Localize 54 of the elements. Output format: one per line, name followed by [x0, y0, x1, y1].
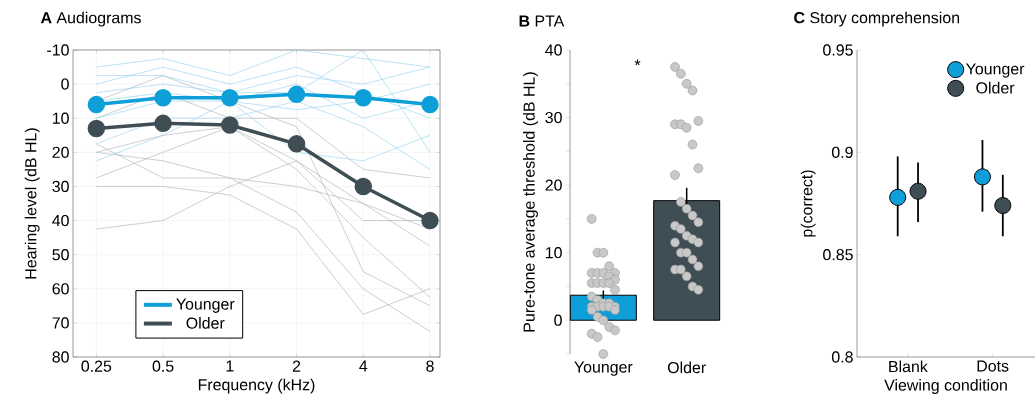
- point: [87, 95, 106, 114]
- y-tick-label: 20: [52, 146, 69, 158]
- x-axis-title: Viewing condition: [884, 379, 1007, 394]
- y-tick-label: 0.95: [823, 44, 853, 56]
- point: [287, 85, 306, 104]
- x-tick-label: Younger: [574, 361, 633, 376]
- y-tick-label: 0.8: [831, 351, 853, 363]
- y-axis-title: Pure-tone average threshold (dB HL): [523, 72, 538, 332]
- y-tick-label: 0.9: [831, 146, 853, 158]
- y-tick-label: 0.85: [823, 249, 853, 261]
- y-tick-label: 60: [52, 283, 69, 295]
- legend-label: Older: [186, 317, 225, 329]
- point: [154, 114, 172, 133]
- y-tick-label: 30: [52, 180, 69, 193]
- point: [354, 177, 373, 196]
- x-tick-label: 1: [226, 360, 234, 372]
- x-tick-label: Dots: [977, 360, 1009, 372]
- point: [421, 211, 439, 230]
- x-axis-title: Frequency (kHz): [198, 378, 315, 394]
- point: [354, 89, 373, 107]
- y-axis-title: p(correct): [800, 170, 816, 237]
- y-tick-label: 70: [52, 317, 69, 329]
- y-tick-label: 40: [52, 214, 69, 227]
- x-tick-label: 8: [426, 360, 434, 372]
- y-tick-label: 30: [545, 111, 562, 124]
- y-tick-label: 10: [545, 247, 562, 259]
- x-tick-label: 0.25: [81, 360, 112, 372]
- legend-label: Younger: [176, 298, 235, 313]
- x-tick-label: 0.5: [152, 360, 174, 372]
- y-axis-title: Hearing level (dB HL): [24, 128, 40, 279]
- y-tick-label: 0: [554, 314, 562, 326]
- y-tick-label: 10: [52, 112, 69, 124]
- chart-title: B PTA: [519, 15, 565, 27]
- y-tick-label: 20: [545, 179, 562, 191]
- x-tick-label: 2: [292, 360, 301, 372]
- chart-title: A Audiograms: [40, 11, 141, 27]
- point: [221, 89, 239, 107]
- y-tick-label: 80: [52, 351, 69, 363]
- point: [87, 119, 106, 138]
- y-tick-label: 40: [545, 44, 562, 56]
- x-tick-label: Older: [667, 361, 706, 374]
- x-tick-label: Blank: [889, 360, 928, 373]
- legend-label: Older: [976, 81, 1015, 94]
- chart-title: C Story comprehension: [794, 11, 960, 27]
- annotation: *: [634, 59, 641, 66]
- legend-label: Younger: [966, 63, 1025, 78]
- y-tick-label: 50: [52, 249, 69, 261]
- y-tick-label: -10: [47, 44, 69, 56]
- point: [287, 135, 306, 153]
- y-tick-label: 0: [61, 78, 69, 90]
- point: [221, 116, 239, 134]
- x-tick-label: 4: [359, 360, 368, 372]
- point: [421, 95, 439, 114]
- point: [154, 89, 172, 107]
